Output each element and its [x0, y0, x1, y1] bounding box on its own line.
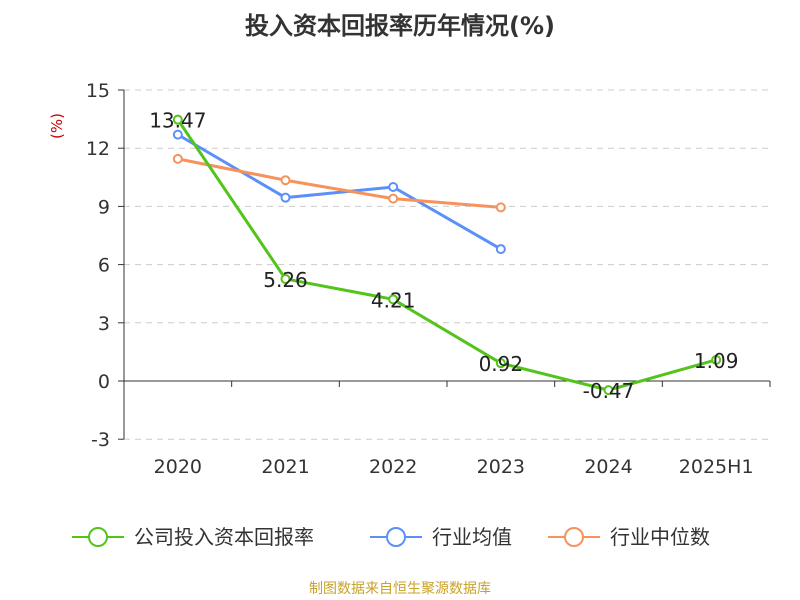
grid-lines [124, 89, 770, 440]
data-source-note: 制图数据来自恒生聚源数据库 [309, 581, 491, 597]
data-point [495, 202, 506, 213]
data-label: 0.92 [479, 352, 524, 376]
y-tick-label: 3 [98, 313, 110, 335]
y-axis-label: (%) [48, 113, 66, 139]
data-point [388, 193, 399, 204]
series-lines [172, 114, 722, 396]
axes: 15 12 9 6 3 0 -3 2020 2021 2022 2023 2024 2025H1 [86, 80, 771, 478]
data-point [280, 175, 291, 186]
legend-label: 行业中位数 [610, 525, 710, 549]
data-point [172, 153, 183, 164]
y-tick-label: 12 [86, 138, 110, 160]
x-tick-label: 2024 [584, 456, 632, 478]
data-label: 4.21 [371, 288, 416, 312]
data-point [711, 354, 722, 365]
data-point [172, 129, 183, 140]
data-label: 1.09 [694, 349, 739, 373]
data-point [495, 244, 506, 255]
y-tick-label: -3 [91, 429, 110, 451]
data-point [495, 358, 506, 369]
data-point [280, 273, 291, 284]
y-tick-label: 6 [98, 255, 110, 277]
legend-swatch-marker [88, 527, 108, 547]
legend: 公司投入资本回报率 行业均值 行业中位数 [72, 525, 710, 549]
y-tick-label: 0 [98, 371, 110, 393]
y-tick-label: 9 [98, 196, 110, 218]
x-tick-label: 2020 [154, 456, 202, 478]
x-tick-label: 2021 [261, 456, 309, 478]
x-tick-label: 2025H1 [679, 456, 754, 478]
legend-swatch-marker [386, 527, 406, 547]
chart-title: 投入资本回报率历年情况(%) [245, 12, 555, 40]
legend-swatch-marker [564, 527, 584, 547]
data-point [172, 114, 183, 125]
data-point [388, 294, 399, 305]
data-point [603, 385, 614, 396]
data-label: 13.47 [149, 109, 206, 133]
x-tick-label: 2023 [477, 456, 525, 478]
legend-label: 行业均值 [432, 525, 512, 549]
legend-label: 公司投入资本回报率 [134, 525, 314, 549]
data-labels: 13.47 5.26 4.21 0.92 -0.47 1.09 [149, 109, 738, 403]
series-line [177, 157, 501, 209]
x-tick-label: 2022 [369, 456, 417, 478]
y-tick-label: 15 [86, 80, 110, 102]
data-point [280, 192, 291, 203]
data-label: 5.26 [263, 268, 308, 292]
data-label: -0.47 [583, 379, 635, 403]
series-line [176, 118, 717, 392]
data-point [388, 182, 399, 192]
series-line [177, 133, 502, 251]
